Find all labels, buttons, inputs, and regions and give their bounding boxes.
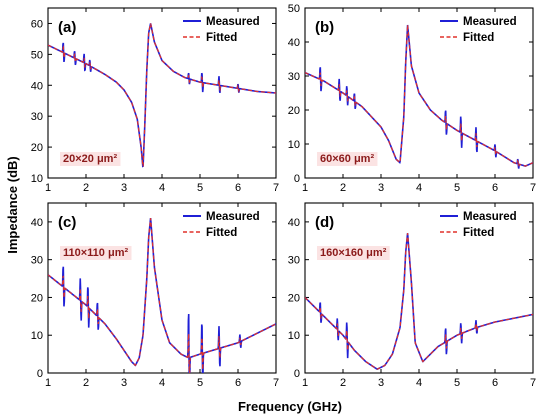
y-tick-label: 0 bbox=[294, 368, 300, 380]
x-tick-label: 2 bbox=[83, 377, 89, 389]
legend-fitted-label: Fitted bbox=[463, 227, 494, 239]
legend-measured-label: Measured bbox=[463, 211, 517, 223]
x-tick-label: 3 bbox=[121, 377, 127, 389]
x-tick-label: 5 bbox=[197, 377, 203, 389]
y-tick-label: 40 bbox=[288, 217, 300, 229]
y-tick-label: 30 bbox=[288, 255, 300, 267]
y-tick-label: 10 bbox=[288, 330, 300, 342]
y-tick-label: 40 bbox=[31, 80, 43, 92]
legend-fitted-label: Fitted bbox=[463, 32, 494, 44]
panel-letter: (c) bbox=[58, 214, 76, 231]
y-tick-label: 30 bbox=[31, 255, 43, 267]
device-size-label: 60×60 μm² bbox=[320, 153, 374, 165]
y-tick-label: 20 bbox=[288, 105, 300, 117]
x-tick-label: 7 bbox=[530, 377, 536, 389]
x-tick-label: 4 bbox=[159, 377, 165, 389]
x-tick-label: 1 bbox=[45, 182, 51, 194]
x-axis-title: Frequency (GHz) bbox=[238, 399, 342, 414]
device-size-label: 160×160 μm² bbox=[320, 247, 387, 259]
legend-measured-label: Measured bbox=[463, 16, 517, 28]
y-tick-label: 10 bbox=[31, 330, 43, 342]
panel-letter: (a) bbox=[58, 19, 76, 36]
panel-c: 1 2 3 4 5 6 7 0 10 20 30 40 (c) Measured Fitted 110×110… bbox=[31, 202, 279, 389]
x-tick-label: 2 bbox=[340, 377, 346, 389]
x-tick-label: 6 bbox=[492, 377, 498, 389]
x-tick-label: 2 bbox=[83, 182, 89, 194]
series-fitted-line bbox=[48, 23, 276, 168]
y-tick-label: 20 bbox=[288, 292, 300, 304]
series-measured-line bbox=[48, 23, 276, 168]
x-tick-label: 5 bbox=[197, 182, 203, 194]
device-size-label-bg bbox=[60, 246, 132, 260]
y-tick-label: 50 bbox=[31, 49, 43, 61]
x-tick-label: 4 bbox=[416, 377, 422, 389]
y-tick-label: 0 bbox=[37, 368, 43, 380]
x-tick-label: 4 bbox=[416, 182, 422, 194]
device-size-label: 20×20 μm² bbox=[63, 153, 117, 165]
x-tick-label: 3 bbox=[378, 377, 384, 389]
x-tick-label: 7 bbox=[530, 182, 536, 194]
x-tick-label: 1 bbox=[45, 377, 51, 389]
x-tick-label: 6 bbox=[235, 182, 241, 194]
y-tick-label: 30 bbox=[288, 71, 300, 83]
legend-measured-label: Measured bbox=[206, 16, 260, 28]
x-tick-label: 1 bbox=[302, 377, 308, 389]
device-size-label: 110×110 μm² bbox=[63, 247, 128, 259]
legend-measured-label: Measured bbox=[206, 211, 260, 223]
legend-fitted-label: Fitted bbox=[206, 227, 237, 239]
y-axis-title: Impedance (dB) bbox=[5, 156, 20, 254]
panel-b: 1 2 3 4 5 6 7 0 10 20 30 40 50 (b) Measured Fitted 60×60… bbox=[288, 3, 536, 194]
panel-letter: (d) bbox=[315, 214, 334, 231]
x-tick-label: 2 bbox=[340, 182, 346, 194]
x-tick-label: 5 bbox=[454, 377, 460, 389]
x-tick-label: 5 bbox=[454, 182, 460, 194]
y-tick-label: 60 bbox=[31, 18, 43, 30]
legend-fitted-label: Fitted bbox=[206, 32, 237, 44]
y-tick-label: 20 bbox=[31, 292, 43, 304]
series-fitted-line bbox=[48, 218, 276, 373]
plot-frame bbox=[47, 202, 277, 374]
x-tick-label: 3 bbox=[378, 182, 384, 194]
series-fitted-line bbox=[305, 24, 533, 167]
plot-frame bbox=[304, 202, 534, 374]
x-tick-label: 4 bbox=[159, 182, 165, 194]
y-tick-label: 50 bbox=[288, 3, 300, 15]
x-tick-label: 6 bbox=[235, 377, 241, 389]
x-tick-label: 7 bbox=[273, 182, 279, 194]
y-tick-label: 10 bbox=[31, 173, 43, 185]
x-tick-label: 3 bbox=[121, 182, 127, 194]
y-tick-label: 40 bbox=[31, 217, 43, 229]
series-measured-line bbox=[305, 24, 533, 169]
y-tick-label: 0 bbox=[294, 173, 300, 185]
panel-letter: (b) bbox=[315, 19, 334, 36]
panel-a: 1 2 3 4 5 6 7 10 20 30 40 50 60 (a) Measured Fitted 20×2… bbox=[31, 7, 279, 194]
device-size-label-bg bbox=[317, 152, 378, 166]
x-tick-label: 1 bbox=[302, 182, 308, 194]
y-tick-label: 30 bbox=[31, 111, 43, 123]
y-tick-label: 20 bbox=[31, 142, 43, 154]
x-tick-label: 6 bbox=[492, 182, 498, 194]
series-fitted-line bbox=[305, 233, 533, 370]
device-size-label-bg bbox=[60, 152, 121, 166]
y-tick-label: 40 bbox=[288, 37, 300, 49]
panel-d: 1 2 3 4 5 6 7 0 10 20 30 40 (d) Measured Fitted 160×160… bbox=[288, 202, 536, 389]
y-tick-label: 10 bbox=[288, 139, 300, 151]
device-size-label-bg bbox=[317, 246, 390, 260]
x-tick-label: 7 bbox=[273, 377, 279, 389]
